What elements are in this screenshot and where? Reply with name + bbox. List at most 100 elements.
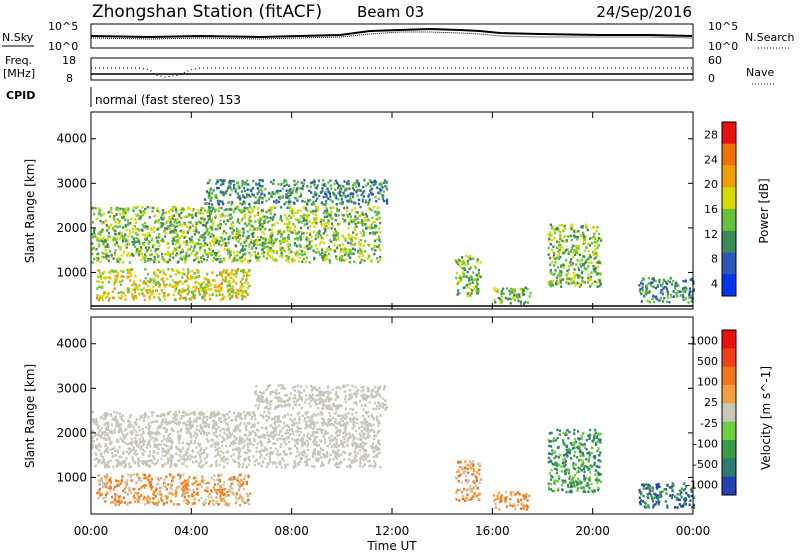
power-echo-bin — [570, 227, 573, 230]
power-echo-bin — [270, 236, 273, 239]
velocity-echo-bin — [251, 430, 254, 433]
power-echo-bin — [248, 219, 251, 222]
power-echo-bin — [506, 287, 509, 290]
velocity-echo-bin — [175, 491, 178, 494]
velocity-echo-bin — [160, 495, 163, 498]
power-echo-bin — [559, 236, 562, 239]
power-echo-bin — [174, 273, 177, 276]
power-echo-bin — [251, 246, 254, 249]
power-echo-bin — [274, 258, 277, 261]
power-echo-bin — [588, 261, 591, 265]
power-echo-bin — [358, 214, 361, 218]
power-echo-bin — [248, 203, 251, 206]
power-echo-bin — [143, 225, 146, 228]
power-echo-bin — [510, 287, 513, 291]
power-echo-bin — [270, 193, 273, 196]
power-echo-bin — [373, 252, 376, 256]
velocity-echo-bin — [278, 430, 282, 434]
power-echo-bin — [555, 276, 558, 280]
velocity-echo-bin — [177, 459, 180, 463]
power-echo-bin — [131, 227, 134, 230]
velocity-echo-bin — [306, 458, 309, 461]
velocity-echo-bin — [376, 417, 379, 421]
power-echo-bin — [547, 281, 550, 284]
power-echo-bin — [218, 222, 221, 226]
velocity-echo-bin — [214, 462, 218, 465]
velocity-echo-bin — [269, 447, 272, 450]
freq-unit: [MHz] — [3, 67, 35, 80]
power-echo-bin — [247, 207, 250, 211]
power-echo-bin — [176, 246, 179, 250]
velocity-echo-bin — [378, 451, 381, 455]
power-echo-bin — [455, 276, 458, 280]
power-echo-bin — [299, 194, 302, 198]
velocity-echo-bin — [178, 503, 181, 506]
power-echo-bin — [127, 251, 130, 255]
velocity-echo-bin — [219, 473, 223, 477]
power-echo-bin — [143, 280, 146, 283]
power-echo-bin — [279, 248, 282, 251]
velocity-echo-bin — [183, 499, 186, 502]
power-echo-bin — [572, 281, 575, 284]
power-echo-bin — [213, 252, 216, 255]
power-echo-bin — [181, 272, 184, 276]
power-echo-bin — [309, 198, 312, 202]
power-echo-bin — [232, 290, 235, 294]
velocity-echo-bin — [125, 434, 128, 437]
velocity-echo-bin — [301, 453, 304, 457]
velocity-echo-bin — [250, 417, 253, 420]
power-echo-bin — [376, 211, 379, 214]
velocity-echo-bin — [174, 494, 177, 498]
power-echo-bin — [228, 208, 231, 211]
power-echo-bin — [524, 301, 527, 304]
velocity-echo-bin — [122, 489, 125, 493]
power-echo-bin — [286, 239, 289, 243]
power-echo-bin — [224, 244, 227, 247]
power-echo-bin — [356, 189, 359, 192]
power-echo-bin — [578, 275, 581, 278]
velocity-echo-bin — [218, 418, 221, 422]
velocity-echo-bin — [336, 445, 339, 449]
velocity-echo-bin — [334, 420, 337, 424]
velocity-echo-bin — [98, 442, 101, 446]
power-echo-bin — [279, 242, 282, 246]
power-echo-bin — [300, 221, 303, 224]
power-echo-bin — [259, 223, 262, 226]
power-echo-bin — [582, 263, 585, 267]
power-echo-bin — [303, 246, 306, 249]
power-echo-bin — [98, 269, 101, 272]
power-echo-bin — [280, 183, 283, 186]
velocity-echo-bin — [310, 422, 313, 425]
power-echo-bin — [259, 184, 262, 188]
velocity-echo-bin — [320, 447, 323, 451]
power-echo-bin — [675, 284, 678, 287]
velocity-echo-bin — [118, 498, 121, 501]
velocity-echo-bin — [196, 487, 199, 491]
velocity-echo-bin — [157, 431, 160, 434]
velocity-echo-bin — [259, 413, 262, 417]
power-echo-bin — [224, 191, 227, 194]
velocity-echo-bin — [320, 456, 323, 459]
velocity-echo-bin — [200, 452, 203, 455]
velocity-echo-bin — [136, 473, 139, 476]
power-echo-bin — [208, 207, 211, 210]
velocity-echo-bin — [335, 454, 338, 457]
power-echo-bin — [132, 206, 135, 209]
power-echo-bin — [218, 239, 221, 243]
power-echo-bin — [520, 292, 523, 295]
power-echo-bin — [220, 244, 223, 248]
velocity-echo-bin — [377, 421, 380, 425]
power-echo-bin — [290, 250, 293, 253]
velocity-echo-bin — [139, 447, 142, 451]
velocity-echo-bin — [198, 499, 201, 502]
velocity-echo-bin — [161, 450, 164, 453]
power-echo-bin — [306, 185, 309, 188]
velocity-echo-bin — [182, 410, 186, 414]
power-echo-bin — [241, 260, 245, 263]
power-echo-bin — [351, 209, 354, 212]
velocity-echo-bin — [242, 463, 245, 466]
power-echo-bin — [325, 224, 328, 228]
power-echo-bin — [189, 226, 192, 229]
power-echo-bin — [210, 220, 213, 223]
velocity-echo-bin — [240, 417, 243, 420]
